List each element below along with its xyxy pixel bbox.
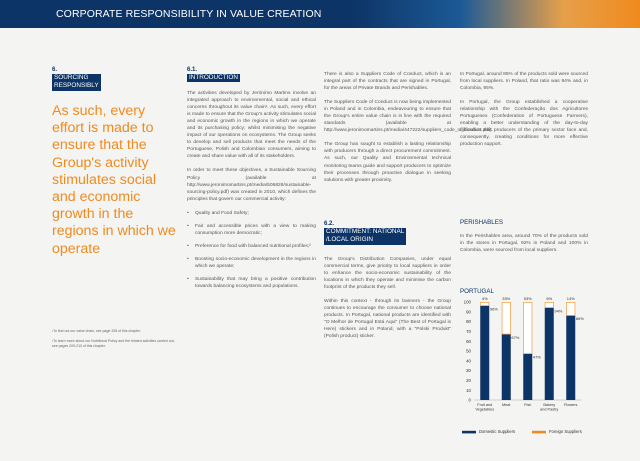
bar-foreign bbox=[501, 302, 511, 335]
x-tick-label: Meat bbox=[502, 403, 511, 407]
subsection-tag-line: /LOCAL ORIGIN bbox=[326, 236, 373, 244]
bar-domestic bbox=[523, 353, 533, 400]
legend-label-domestic: Domestic Suppliers bbox=[479, 429, 515, 434]
subsection-tag-line: COMMITMENT: NATIONAL bbox=[326, 228, 405, 235]
paragraph: The Suppliers Code of Conduct is now bei… bbox=[324, 100, 493, 134]
data-label-domestic: 67% bbox=[511, 335, 519, 340]
paragraph: The activities developed by Jerónimo Mar… bbox=[187, 91, 316, 160]
legend-label-foreign: Foreign Suppliers bbox=[549, 429, 582, 434]
text-column-3b: In the Perishables area, around 70% of t… bbox=[460, 233, 588, 261]
section-number: 6. bbox=[52, 67, 58, 73]
paragraph: In Portugal, around 85% of the products … bbox=[460, 72, 588, 92]
text-column-1: The activities developed by Jerónimo Mar… bbox=[187, 90, 316, 296]
footnote-1: ¹To find out our value chain, see page 2… bbox=[52, 329, 141, 333]
legend-swatch-foreign bbox=[532, 430, 546, 434]
paragraph: In Portugal, the Group established a coo… bbox=[460, 100, 588, 148]
chart-heading-portugal: PORTUGAL bbox=[460, 288, 494, 295]
subsection-number: 6.1. bbox=[187, 67, 198, 73]
y-tick-label: 70 bbox=[466, 329, 471, 334]
section-tag-line: RESPONSIBLY bbox=[54, 82, 99, 90]
bar-domestic bbox=[480, 305, 490, 400]
data-label-domestic: 47% bbox=[533, 354, 541, 359]
perishables-origin-chart: 0 10 20 30 40 50 60 70 80 90 100 4%96% Fruit andVege… bbox=[462, 296, 584, 434]
principles-list: Quality and Food Safety; Fair and access… bbox=[187, 210, 316, 290]
y-tick-label: 40 bbox=[466, 358, 471, 363]
bar-foreign bbox=[523, 302, 533, 354]
list-item: Preference for food with balanced nutrit… bbox=[187, 243, 316, 250]
paragraph: The Group's Distribution Companies, unde… bbox=[324, 257, 451, 291]
section-tag-line: SOURCING bbox=[54, 74, 89, 81]
y-tick-label: 100 bbox=[464, 300, 472, 305]
x-tick-label: Fruit and bbox=[477, 403, 492, 407]
paragraph: Within this context - through its banner… bbox=[324, 299, 451, 340]
data-label-foreign: 4% bbox=[482, 296, 488, 301]
y-tick-label: 10 bbox=[466, 388, 471, 393]
subsection-tag-introduction: INTRODUCTION bbox=[187, 74, 240, 83]
y-tick-label: 0 bbox=[469, 398, 472, 403]
text-column-2: There is also a Suppliers Code of Conduc… bbox=[324, 71, 493, 191]
bar-domestic bbox=[544, 307, 554, 400]
paragraph: The Group has sought to establish a last… bbox=[324, 142, 451, 183]
text-column-3: In Portugal, around 85% of the products … bbox=[460, 71, 588, 155]
section-tag-sourcing-responsibly: SOURCING RESPONSIBLY bbox=[52, 74, 101, 91]
subsection-tag-label: INTRODUCTION bbox=[189, 74, 238, 81]
data-label-foreign: 53% bbox=[524, 296, 532, 301]
bar-foreign bbox=[480, 302, 490, 306]
data-label-foreign: 14% bbox=[567, 296, 575, 301]
bar-domestic bbox=[501, 334, 511, 400]
x-tick-label: and Pastry bbox=[540, 407, 558, 411]
list-item: Sustainability that may bring a positive… bbox=[187, 276, 316, 290]
data-label-domestic: 96% bbox=[490, 306, 498, 311]
y-tick-label: 90 bbox=[466, 309, 471, 314]
y-tick-label: 20 bbox=[466, 378, 471, 383]
y-tick-label: 50 bbox=[466, 349, 471, 354]
perishables-heading: PERISHABLES bbox=[460, 219, 503, 226]
text-column-2b: The Group's Distribution Companies, unde… bbox=[324, 256, 451, 348]
paragraph: In the Perishables area, around 70% of t… bbox=[460, 234, 588, 254]
list-item: Quality and Food Safety; bbox=[187, 210, 316, 217]
y-tick-label: 60 bbox=[466, 339, 471, 344]
header-bar: CORPORATE RESPONSIBILITY IN VALUE CREATI… bbox=[0, 0, 640, 28]
pull-quote: As such, every effort is made to ensure … bbox=[52, 103, 176, 257]
subsection-number: 6.2. bbox=[324, 221, 335, 227]
x-tick-label: Fish bbox=[524, 403, 531, 407]
bar-domestic bbox=[566, 315, 576, 400]
footnote-2: ²To learn more about our Nutritional Pol… bbox=[52, 339, 175, 348]
list-item: Boosting socio-economic development in t… bbox=[187, 256, 316, 270]
y-tick-label: 30 bbox=[466, 368, 471, 373]
x-tick-label: Bakery bbox=[543, 403, 555, 407]
x-tick-label: Vegetables bbox=[475, 407, 494, 411]
data-label-domestic: 86% bbox=[576, 316, 584, 321]
page-header-title: CORPORATE RESPONSIBILITY IN VALUE CREATI… bbox=[56, 8, 322, 20]
list-item: Fair and accessible prices with a view t… bbox=[187, 223, 316, 237]
bar-foreign bbox=[544, 302, 554, 308]
y-tick-label: 80 bbox=[466, 319, 471, 324]
data-label-foreign: 6% bbox=[546, 296, 552, 301]
data-label-domestic: 94% bbox=[554, 308, 562, 313]
paragraph: In order to meet these objectives, a Sus… bbox=[187, 168, 316, 202]
legend-swatch-domestic bbox=[462, 430, 476, 434]
subsection-tag-commitment: COMMITMENT: NATIONAL /LOCAL ORIGIN bbox=[324, 228, 407, 245]
bar-foreign bbox=[566, 302, 576, 316]
paragraph: There is also a Suppliers Code of Conduc… bbox=[324, 72, 451, 92]
data-label-foreign: 33% bbox=[502, 296, 510, 301]
x-tick-label: Flowers bbox=[564, 403, 577, 407]
